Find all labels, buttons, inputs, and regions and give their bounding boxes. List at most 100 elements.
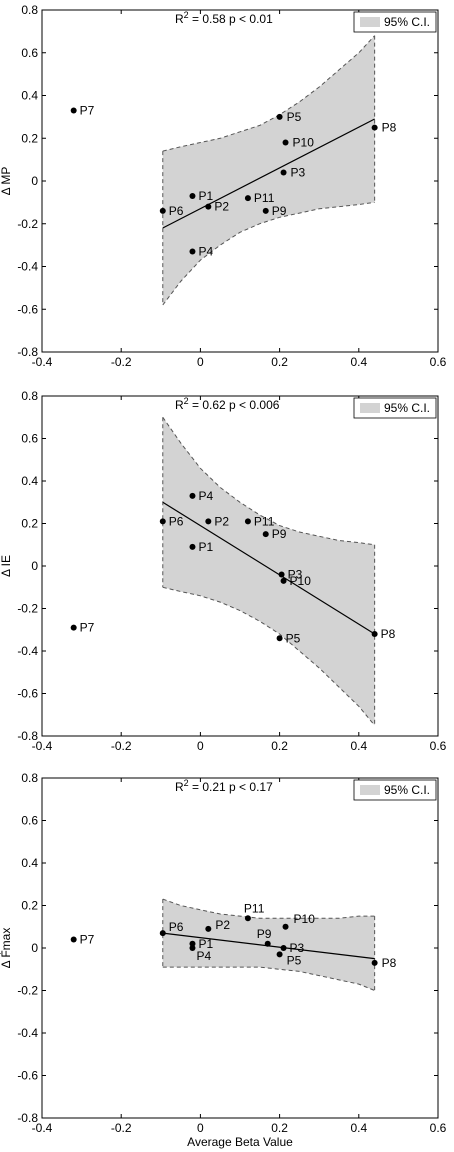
y-axis-label: Δ MP — [0, 167, 13, 196]
y-tick-label: 0.6 — [21, 814, 38, 828]
data-label-p9: P9 — [257, 927, 272, 941]
data-point-p6 — [159, 207, 166, 214]
regression-line — [162, 118, 375, 229]
legend-label: 95% C.I. — [384, 401, 430, 415]
x-tick-label: 0.4 — [350, 1121, 367, 1135]
x-tick-label: 0.2 — [271, 1121, 288, 1135]
data-label-p6: P6 — [169, 514, 184, 528]
ci-upper-line — [162, 35, 375, 152]
data-label-p10: P10 — [290, 574, 312, 588]
data-label-p2: P2 — [214, 514, 229, 528]
data-label-p3: P3 — [291, 165, 306, 179]
x-axis-label: Average Beta Value — [187, 1135, 293, 1149]
x-tick-label: -0.2 — [111, 739, 132, 753]
data-label-p8: P8 — [382, 121, 397, 135]
data-label-p7: P7 — [80, 621, 95, 635]
data-label-p3: P3 — [290, 941, 305, 955]
regression-line — [162, 501, 375, 635]
data-point-p9 — [264, 940, 271, 947]
chart-panel-2: -0.4 -0.2 0 0.2 0.4 0.60.80.60.40.20-0.2-0.4-… — [0, 389, 447, 753]
data-point-p7 — [70, 936, 77, 943]
ci-upper-line — [162, 417, 375, 546]
x-tick-label: -0.4 — [32, 1121, 53, 1135]
y-tick-label: 0.4 — [21, 856, 38, 870]
chart-title: R2 = 0.62 p < 0.006 — [175, 396, 280, 412]
x-tick-label: 0.2 — [271, 355, 288, 369]
y-tick-label: 0 — [31, 174, 38, 188]
x-tick-label: 0.6 — [430, 1121, 447, 1135]
y-tick-label: 0.8 — [21, 389, 38, 403]
data-point-p4 — [189, 492, 196, 499]
data-label-p7: P7 — [80, 103, 95, 117]
data-label-p7: P7 — [80, 933, 95, 947]
data-label-p11: P11 — [254, 191, 275, 205]
data-point-p7 — [70, 107, 77, 114]
x-tick-label: 0.4 — [350, 739, 367, 753]
y-tick-label: -0.2 — [17, 217, 38, 231]
data-label-p10: P10 — [293, 136, 315, 150]
y-tick-label: 0.6 — [21, 46, 38, 60]
data-label-p1: P1 — [198, 189, 213, 203]
data-label-p10: P10 — [294, 912, 316, 926]
y-tick-label: 0.6 — [21, 432, 38, 446]
data-point-p9 — [262, 207, 269, 214]
x-tick-label: 0.2 — [271, 739, 288, 753]
ci-lower-line — [162, 586, 375, 726]
legend: 95% C.I. — [353, 397, 437, 419]
legend-swatch — [360, 403, 380, 413]
ci-band — [162, 417, 375, 726]
x-tick-label: 0.6 — [430, 355, 447, 369]
data-point-p11 — [244, 915, 251, 922]
data-point-p5 — [276, 113, 283, 120]
x-tick-label: -0.4 — [32, 355, 53, 369]
y-tick-label: -0.4 — [17, 260, 38, 274]
data-label-p5: P5 — [287, 110, 302, 124]
x-tick-label: 0 — [197, 355, 204, 369]
data-label-p1: P1 — [198, 937, 213, 951]
data-point-p3 — [280, 169, 287, 176]
x-tick-label: 0.6 — [430, 739, 447, 753]
data-point-p4 — [189, 248, 196, 255]
data-label-p11: P11 — [254, 514, 275, 528]
y-tick-label: -0.8 — [17, 345, 38, 359]
data-point-p6 — [159, 518, 166, 525]
data-point-p2 — [205, 203, 212, 210]
data-point-p3 — [280, 945, 287, 951]
y-tick-label: 0.2 — [21, 899, 38, 913]
data-point-p6 — [159, 930, 166, 937]
x-tick-label: 0.4 — [350, 355, 367, 369]
y-tick-label: 0.4 — [21, 89, 38, 103]
y-tick-label: -0.8 — [17, 729, 38, 743]
data-label-p8: P8 — [382, 956, 397, 970]
data-label-p5: P5 — [286, 631, 301, 645]
y-tick-label: -0.2 — [17, 602, 38, 616]
data-label-p6: P6 — [169, 204, 184, 218]
data-point-p2 — [205, 925, 212, 932]
data-point-p10 — [282, 923, 289, 930]
data-point-p10 — [282, 139, 289, 146]
y-tick-label: -0.2 — [17, 984, 38, 998]
data-label-p5: P5 — [287, 953, 302, 967]
data-label-p4: P4 — [198, 245, 213, 259]
data-label-p4: P4 — [198, 489, 213, 503]
x-tick-label: 0 — [197, 739, 204, 753]
y-tick-label: 0.2 — [21, 517, 38, 531]
y-tick-label: 0.8 — [21, 3, 38, 17]
data-point-p1 — [189, 543, 196, 550]
legend-label: 95% C.I. — [384, 783, 430, 797]
chart-panel-1: -0.4 -0.2 0 0.2 0.4 0.60.80.60.40.20-0.2-0.4-… — [0, 3, 447, 369]
data-point-p10 — [280, 577, 287, 584]
ci-lower-line — [162, 966, 375, 991]
x-tick-label: -0.4 — [32, 739, 53, 753]
x-tick-label: 0 — [197, 1121, 204, 1135]
data-point-p11 — [244, 518, 251, 525]
data-point-p1 — [189, 192, 196, 199]
data-point-p8 — [371, 124, 378, 131]
y-tick-label: 0 — [31, 559, 38, 573]
y-tick-label: 0.8 — [21, 771, 38, 785]
data-point-p4 — [189, 945, 196, 951]
data-point-p9 — [262, 531, 269, 538]
x-tick-label: -0.2 — [111, 1121, 132, 1135]
data-label-p8: P8 — [381, 627, 396, 641]
y-tick-label: -0.6 — [17, 687, 38, 701]
